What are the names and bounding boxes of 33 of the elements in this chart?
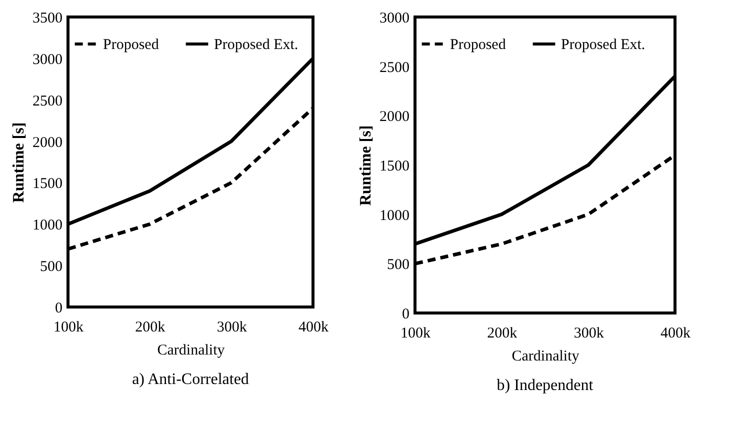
y-tick-label: 500	[387, 257, 410, 274]
text: a) Anti-Correlated	[132, 371, 249, 388]
y-tick-label: 1000	[380, 208, 410, 224]
y-tick-label: 3500	[32, 10, 62, 26]
y-tick-label: 1500	[32, 176, 62, 192]
y-tick-label: 3000	[32, 52, 62, 68]
x-tick-label: 200k	[135, 320, 166, 336]
y-tick-label: 2500	[380, 60, 410, 76]
x-axis-title: Cardinality	[157, 342, 226, 358]
y-tick-label: 3000	[380, 10, 410, 26]
y-tick-label: 2000	[380, 109, 410, 126]
legend-label: Proposed Ext.	[214, 37, 298, 53]
legend-label: Proposed Ext.	[561, 37, 646, 53]
legend-label: Proposed	[103, 37, 160, 53]
x-tick-label: 400k	[298, 320, 329, 336]
x-tick-label: 100k	[54, 320, 84, 336]
y-axis-title: Runtime [s]	[358, 125, 374, 206]
x-tick-label: 400k	[660, 326, 691, 342]
y-tick-label: 500	[40, 259, 62, 276]
x-tick-label: 100k	[400, 326, 431, 342]
y-tick-label: 0	[55, 300, 62, 316]
x-tick-label: 300k	[574, 326, 604, 342]
y-tick-label: 1500	[380, 158, 410, 174]
y-tick-label: 0	[402, 306, 410, 322]
y-tick-label: 1000	[32, 218, 62, 234]
y-tick-label: 2000	[32, 134, 62, 151]
x-axis-title: Cardinality	[512, 348, 580, 364]
x-tick-label: 200k	[487, 326, 518, 342]
x-tick-label: 300k	[216, 320, 248, 336]
text: b) Independent	[496, 377, 594, 394]
y-axis-title: Runtime [s]	[10, 122, 28, 203]
legend-label: Proposed	[450, 37, 506, 53]
y-tick-label: 2500	[32, 93, 62, 110]
